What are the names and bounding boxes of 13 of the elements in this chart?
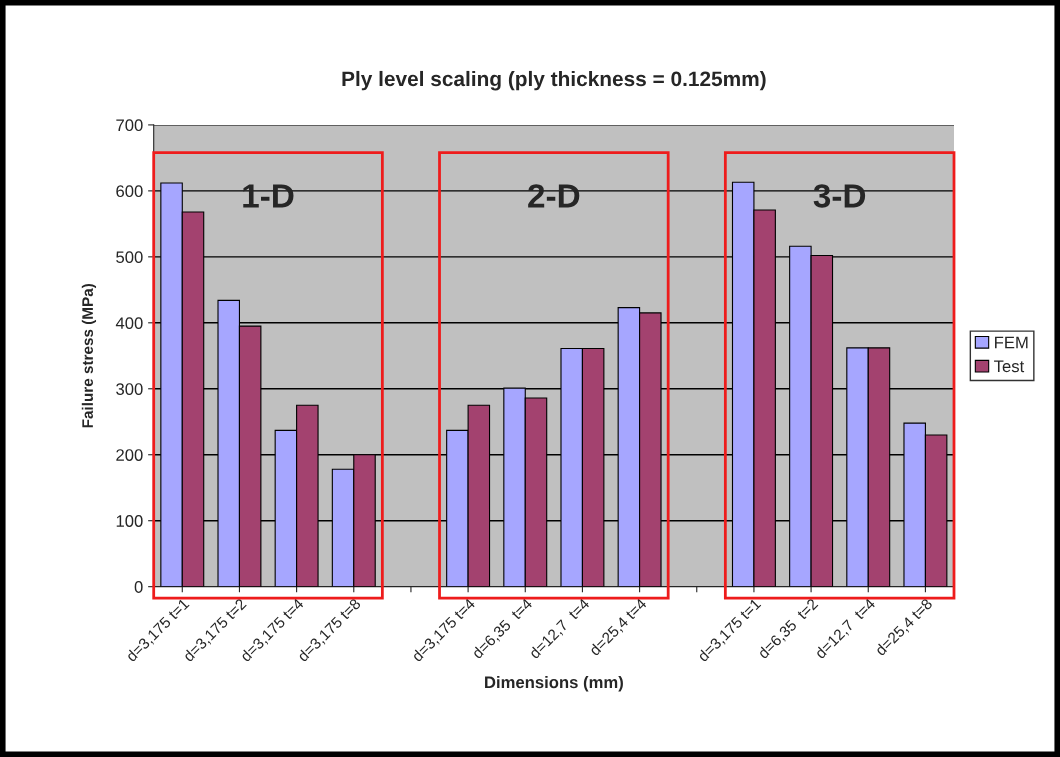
y-tick-label: 200 xyxy=(116,449,143,461)
y-axis-title: Failure stress (MPa) xyxy=(81,283,97,428)
y-tick-label: 400 xyxy=(115,317,143,330)
y-tick-label: 700 xyxy=(116,119,143,132)
legend-label: FEM xyxy=(995,336,1028,349)
y-tick-label: 0 xyxy=(134,581,143,593)
x-axis-title: Dimensions (mm) xyxy=(485,675,623,692)
y-tick-label: 600 xyxy=(116,185,143,198)
chart-title: Ply level scaling (ply thickness = 0.125mm) xyxy=(342,70,766,91)
y-tick-label: 300 xyxy=(116,383,143,395)
legend-label: Test xyxy=(994,360,1025,373)
y-tick-label: 100 xyxy=(116,515,143,527)
y-tick-label: 500 xyxy=(116,251,143,264)
